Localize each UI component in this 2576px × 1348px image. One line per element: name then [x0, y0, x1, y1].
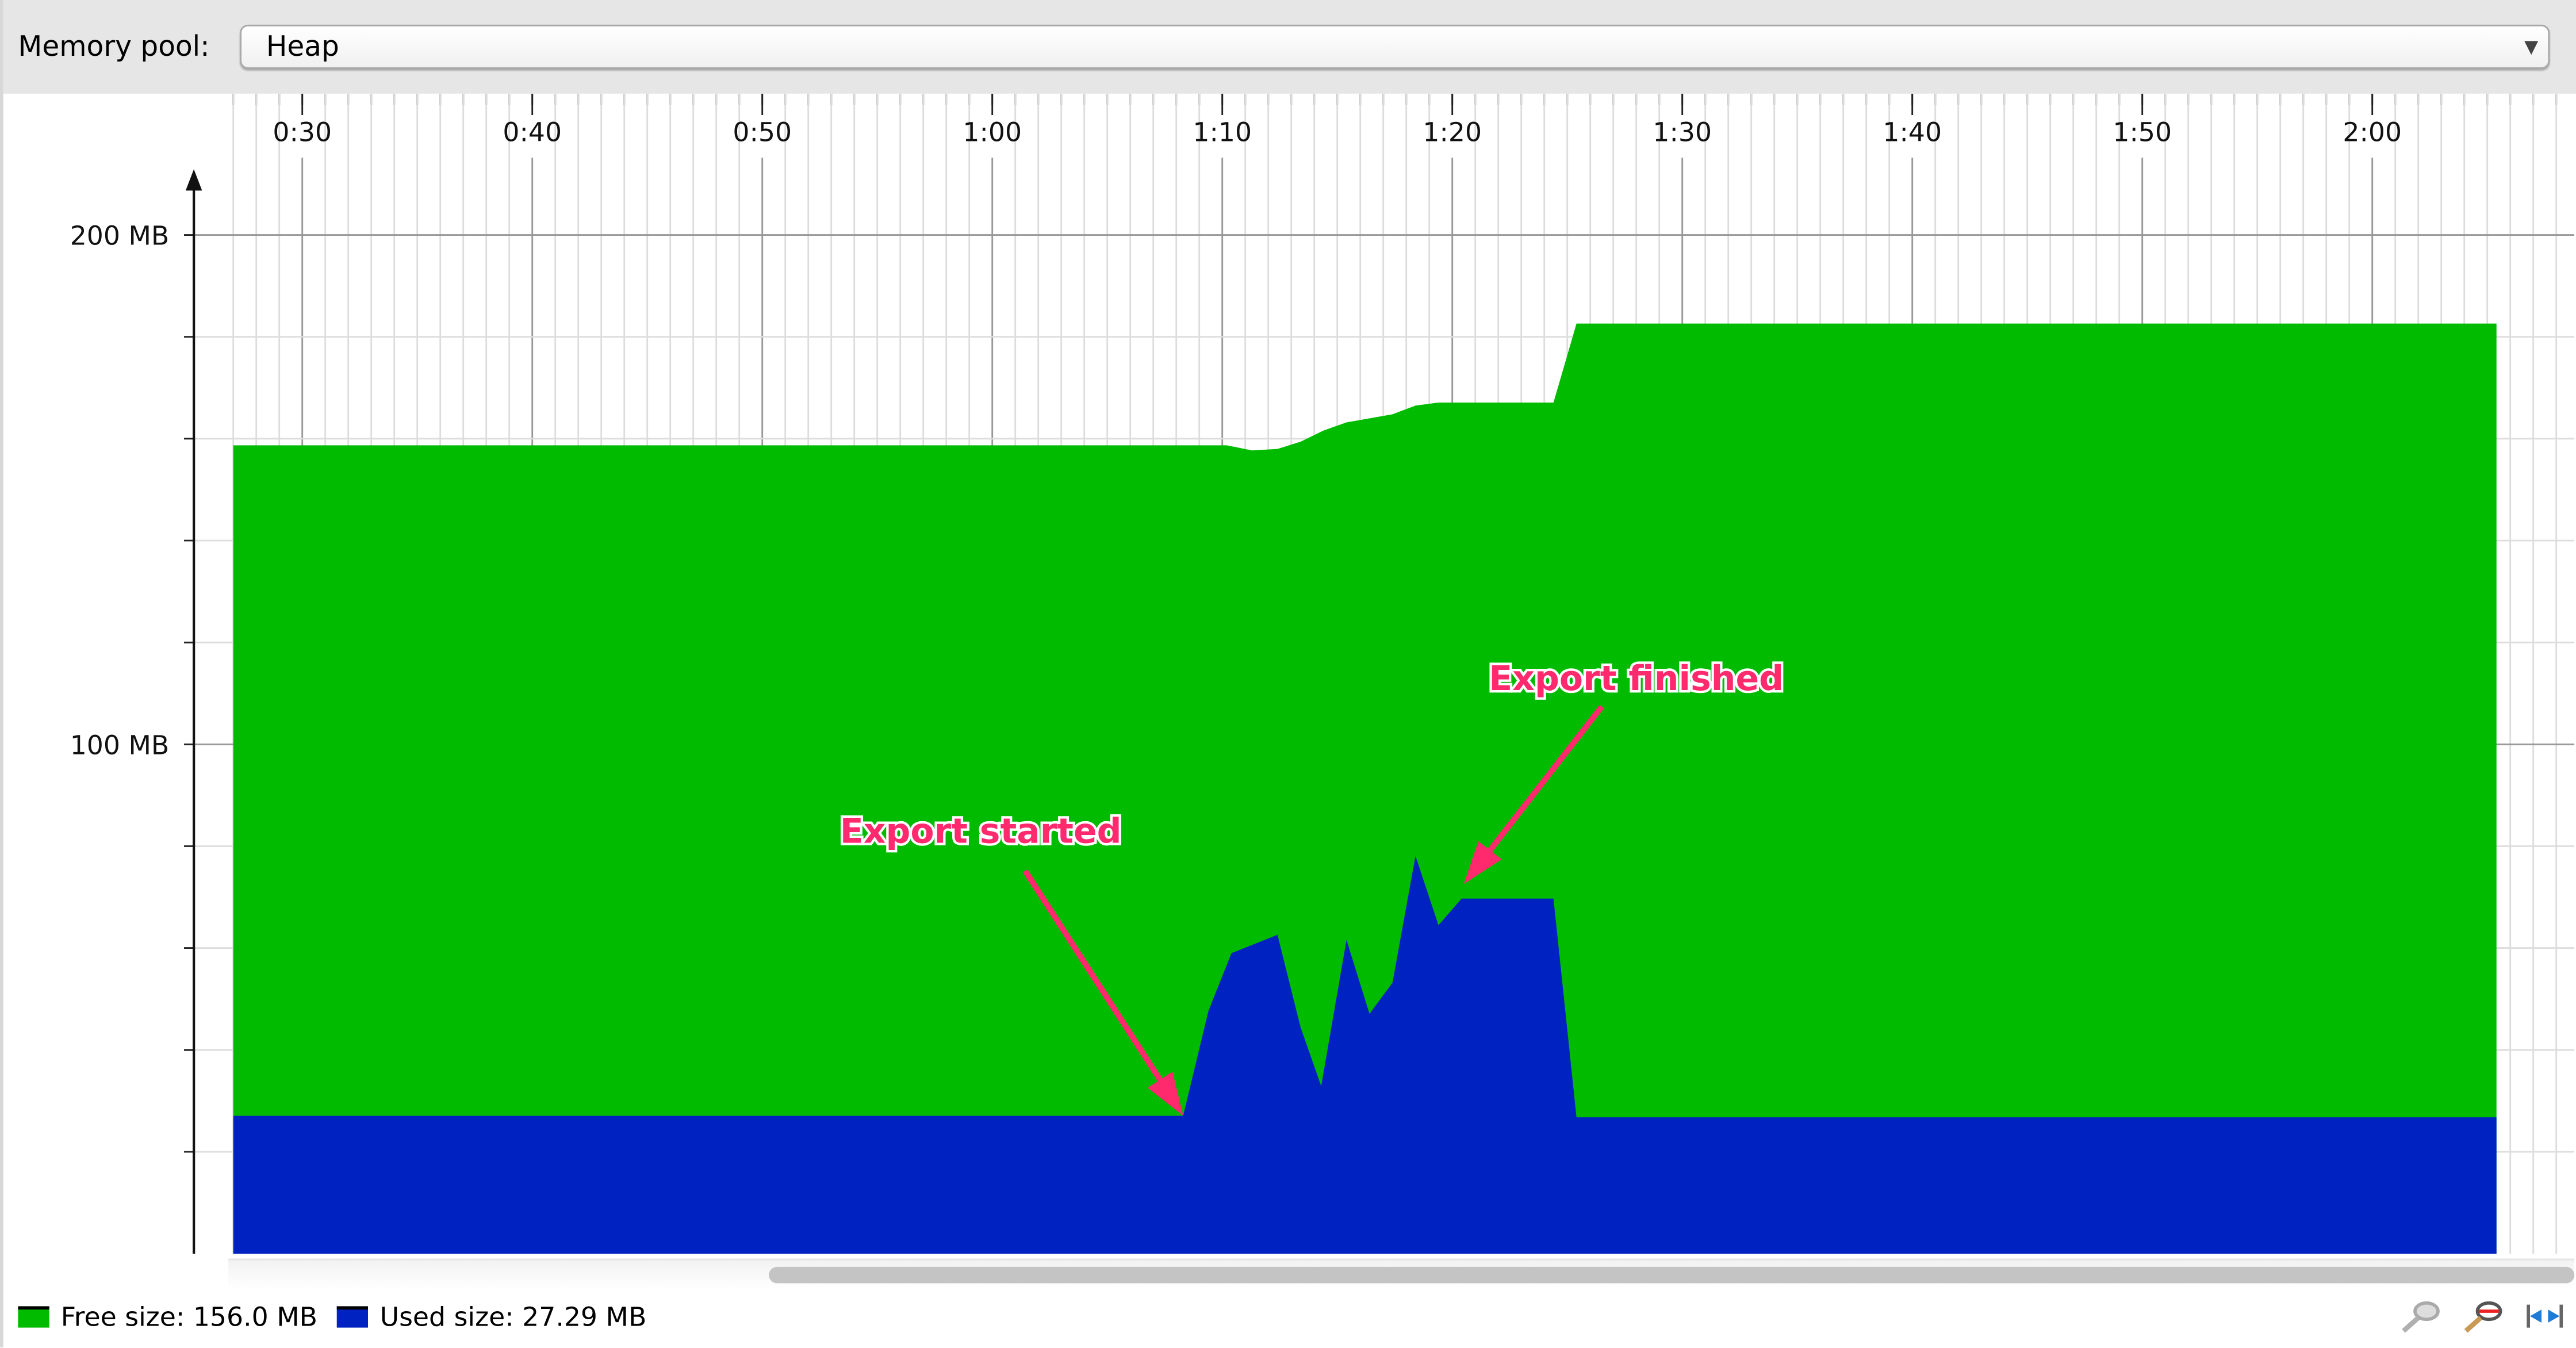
annotation-label: Export finished: [1489, 658, 1784, 699]
y-tick-label: 100 MB: [70, 730, 170, 760]
x-tick-label: 1:00: [963, 117, 1022, 148]
x-tick-label: 2:00: [2343, 117, 2402, 148]
scale-to-fit-icon[interactable]: [2524, 1296, 2566, 1336]
used-swatch: [337, 1306, 369, 1328]
free-size-area: [233, 323, 2497, 1254]
annotation-arrow-line: [1488, 704, 1604, 852]
x-tick-label: 0:30: [273, 117, 332, 148]
horizontal-scrollbar[interactable]: [228, 1258, 2575, 1290]
scrollbar-thumb[interactable]: [769, 1266, 2575, 1284]
chevron-down-icon: ▼: [2524, 36, 2539, 58]
legend: Free size: 156.0 MB Used size: 27.29 MB: [18, 1301, 666, 1332]
memory-pool-select[interactable]: Heap ▼: [240, 24, 2550, 69]
x-tick-label: 1:50: [2113, 117, 2172, 148]
free-swatch: [18, 1306, 49, 1328]
legend-used-label: Used size: 27.29 MB: [379, 1301, 647, 1333]
x-tick-label: 0:50: [733, 117, 792, 148]
x-tick-label: 1:30: [1653, 117, 1712, 148]
annotation-arrowhead-icon: [1463, 841, 1502, 884]
x-tick-label: 0:40: [503, 117, 562, 148]
chart-tools: [2398, 1296, 2566, 1336]
legend-used: Used size: 27.29 MB: [337, 1301, 646, 1332]
used-size-area: [233, 856, 2497, 1254]
y-axis-arrow-icon: [185, 169, 202, 191]
legend-free-label: Free size: 156.0 MB: [60, 1301, 318, 1333]
annotation-arrow-line: [1022, 869, 1163, 1082]
memory-chart: 0:30 0:40 0:50 1:00 1:10 1:20 1:30 1:40 1:50 2:00…: [70, 93, 2575, 1254]
x-tick-label: 1:40: [1883, 117, 1942, 148]
magnifier-zoom-in-icon[interactable]: [2398, 1296, 2441, 1336]
x-tick-label: 1:20: [1423, 117, 1482, 148]
y-tick-label: 200 MB: [70, 221, 170, 251]
memory-pool-value: Heap: [266, 31, 339, 64]
toolbar: Memory pool: Heap ▼: [3, 0, 2576, 94]
legend-free: Free size: 156.0 MB: [18, 1301, 317, 1332]
x-tick-label: 1:10: [1193, 117, 1252, 148]
annotation-arrowhead-icon: [1147, 1071, 1183, 1116]
annotation-label: Export started: [840, 811, 1122, 852]
magnifier-zoom-out-icon[interactable]: [2461, 1296, 2504, 1336]
memory-pool-label: Memory pool:: [18, 31, 210, 64]
